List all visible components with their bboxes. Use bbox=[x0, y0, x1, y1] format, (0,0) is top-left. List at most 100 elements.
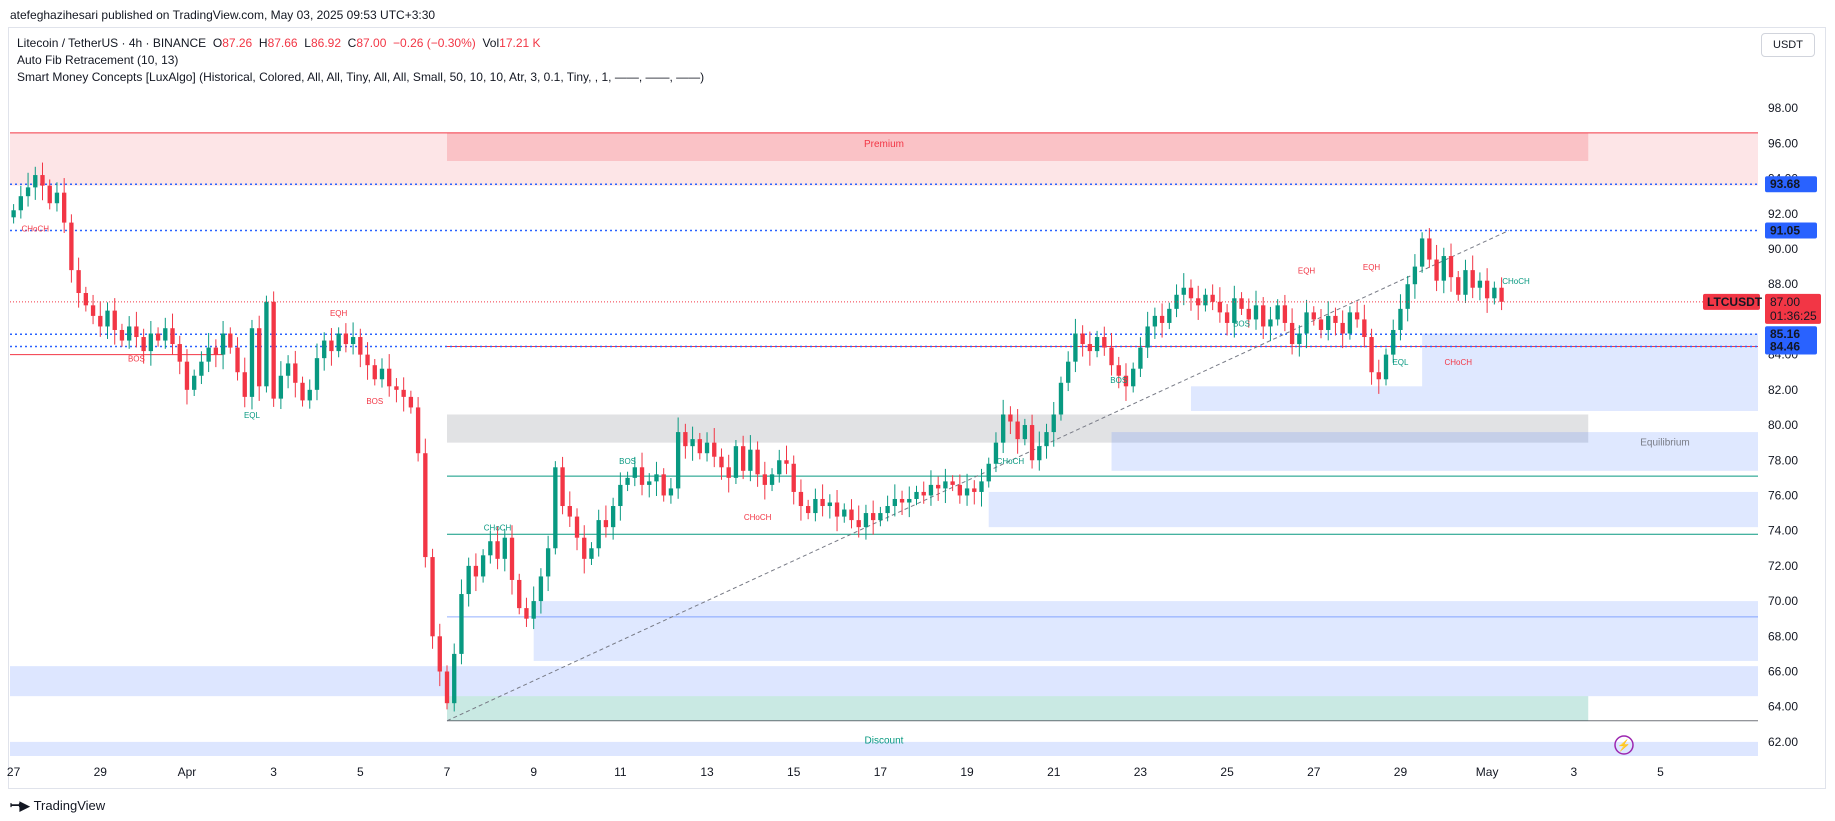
tradingview-logo[interactable]: ꟷ▶ TradingView bbox=[10, 796, 105, 814]
candle-body bbox=[473, 565, 479, 577]
volume-label: Vol bbox=[482, 36, 500, 50]
candle-body bbox=[964, 488, 970, 496]
close-value: 87.00 bbox=[356, 36, 387, 50]
candle-body bbox=[1412, 266, 1418, 285]
y-tick-label: 66.00 bbox=[1768, 665, 1798, 679]
candle-body bbox=[1174, 294, 1179, 309]
candle-body bbox=[228, 333, 233, 348]
candle-body bbox=[1427, 238, 1432, 260]
level-badge-label: 84.46 bbox=[1770, 340, 1800, 354]
candle-body bbox=[1246, 308, 1251, 320]
candle-body bbox=[1456, 277, 1461, 295]
candle-body bbox=[1470, 270, 1475, 288]
flash-icon-glyph: ⚡ bbox=[1617, 739, 1631, 752]
discount-block bbox=[447, 696, 1589, 721]
candle-body bbox=[502, 537, 507, 559]
candle-body bbox=[1051, 414, 1056, 433]
candle-body bbox=[740, 446, 746, 471]
candle-body bbox=[1131, 368, 1136, 387]
x-tick-label: 17 bbox=[874, 765, 888, 779]
chart-frame[interactable] bbox=[8, 27, 1826, 789]
smc-label: CHoCH bbox=[744, 513, 772, 522]
candle-body bbox=[936, 484, 941, 489]
candle-body bbox=[827, 502, 832, 507]
x-tick-label: 3 bbox=[270, 765, 277, 779]
y-tick-label: 72.00 bbox=[1768, 559, 1798, 573]
smc-label: EQH bbox=[330, 309, 348, 318]
candle-body bbox=[625, 477, 630, 485]
candle-body bbox=[394, 386, 399, 390]
smc-label: BOS bbox=[128, 355, 145, 364]
y-tick-label: 80.00 bbox=[1768, 418, 1798, 432]
candle-body bbox=[480, 555, 486, 577]
candle-body bbox=[726, 467, 731, 478]
tv-logo-text: TradingView bbox=[33, 797, 106, 813]
smc-label: CHoCH bbox=[997, 457, 1025, 466]
y-tick-label: 62.00 bbox=[1768, 735, 1798, 749]
candle-body bbox=[1159, 315, 1165, 323]
low-label: L bbox=[304, 36, 311, 50]
candle-body bbox=[1326, 315, 1331, 330]
ohlc-row[interactable]: Litecoin / TetherUS · 4h · BINANCE O87.2… bbox=[17, 35, 704, 52]
candle-body bbox=[1116, 365, 1121, 376]
candle-body bbox=[1102, 337, 1107, 348]
candle-body bbox=[574, 516, 580, 538]
candle-body bbox=[1037, 446, 1042, 461]
candle-body bbox=[1333, 315, 1338, 323]
candle-body bbox=[856, 520, 861, 528]
x-tick-label: Apr bbox=[178, 765, 197, 779]
demand-block-5 bbox=[1422, 333, 1758, 387]
symbol-title[interactable]: Litecoin / TetherUS · 4h · BINANCE bbox=[17, 36, 207, 50]
candle-body bbox=[1419, 238, 1425, 267]
tv-logo-icon: ꟷ▶ bbox=[10, 798, 30, 813]
candle-body bbox=[618, 484, 623, 507]
candle-body bbox=[408, 396, 414, 408]
candle-body bbox=[993, 442, 999, 464]
candle-body bbox=[603, 520, 609, 528]
discount-zone-lower bbox=[10, 741, 1758, 756]
smc-label: BOS bbox=[1110, 376, 1127, 385]
candle-body bbox=[184, 361, 190, 390]
candle-body bbox=[813, 498, 818, 514]
candle-body bbox=[675, 432, 681, 489]
currency-selector[interactable]: USDT bbox=[1761, 33, 1815, 57]
candle-body bbox=[1210, 294, 1215, 302]
candle-body bbox=[322, 340, 327, 359]
candle-body bbox=[264, 301, 269, 387]
x-tick-label: 19 bbox=[960, 765, 974, 779]
symbol-badge bbox=[1703, 293, 1760, 310]
candle-body bbox=[928, 484, 934, 496]
candle-body bbox=[40, 175, 45, 186]
candle-body bbox=[863, 513, 869, 528]
last-price-label: 87.00 bbox=[1770, 295, 1800, 309]
candle-body bbox=[683, 432, 688, 447]
candle-body bbox=[697, 439, 702, 454]
smc-label: EQL bbox=[244, 411, 261, 420]
candle-body bbox=[242, 372, 247, 397]
indicator-smc[interactable]: Smart Money Concepts [LuxAlgo] (Historic… bbox=[17, 70, 705, 84]
candle-body bbox=[849, 509, 854, 521]
candle-body bbox=[1318, 319, 1324, 330]
candle-body bbox=[524, 608, 529, 619]
y-tick-label: 90.00 bbox=[1768, 242, 1798, 256]
candle-body bbox=[163, 328, 168, 341]
candle-body bbox=[762, 474, 767, 485]
y-tick-label: 98.00 bbox=[1768, 101, 1798, 115]
demand-block-2 bbox=[988, 491, 1758, 528]
candle-body bbox=[300, 382, 305, 401]
candle-body bbox=[899, 498, 905, 503]
x-tick-label: 27 bbox=[1307, 765, 1321, 779]
candle-body bbox=[11, 210, 16, 218]
x-tick-label: 29 bbox=[1394, 765, 1408, 779]
x-tick-label: 23 bbox=[1134, 765, 1148, 779]
candle-body bbox=[329, 340, 334, 352]
smc-label: BOS bbox=[366, 397, 383, 406]
flash-icon bbox=[1614, 735, 1634, 755]
candle-body bbox=[350, 337, 356, 345]
indicator-fib[interactable]: Auto Fib Retracement (10, 13) bbox=[17, 53, 179, 67]
candle-body bbox=[33, 175, 38, 188]
candle-body bbox=[661, 474, 666, 496]
smc-label: EQH bbox=[1298, 267, 1316, 276]
candle-body bbox=[820, 498, 825, 507]
